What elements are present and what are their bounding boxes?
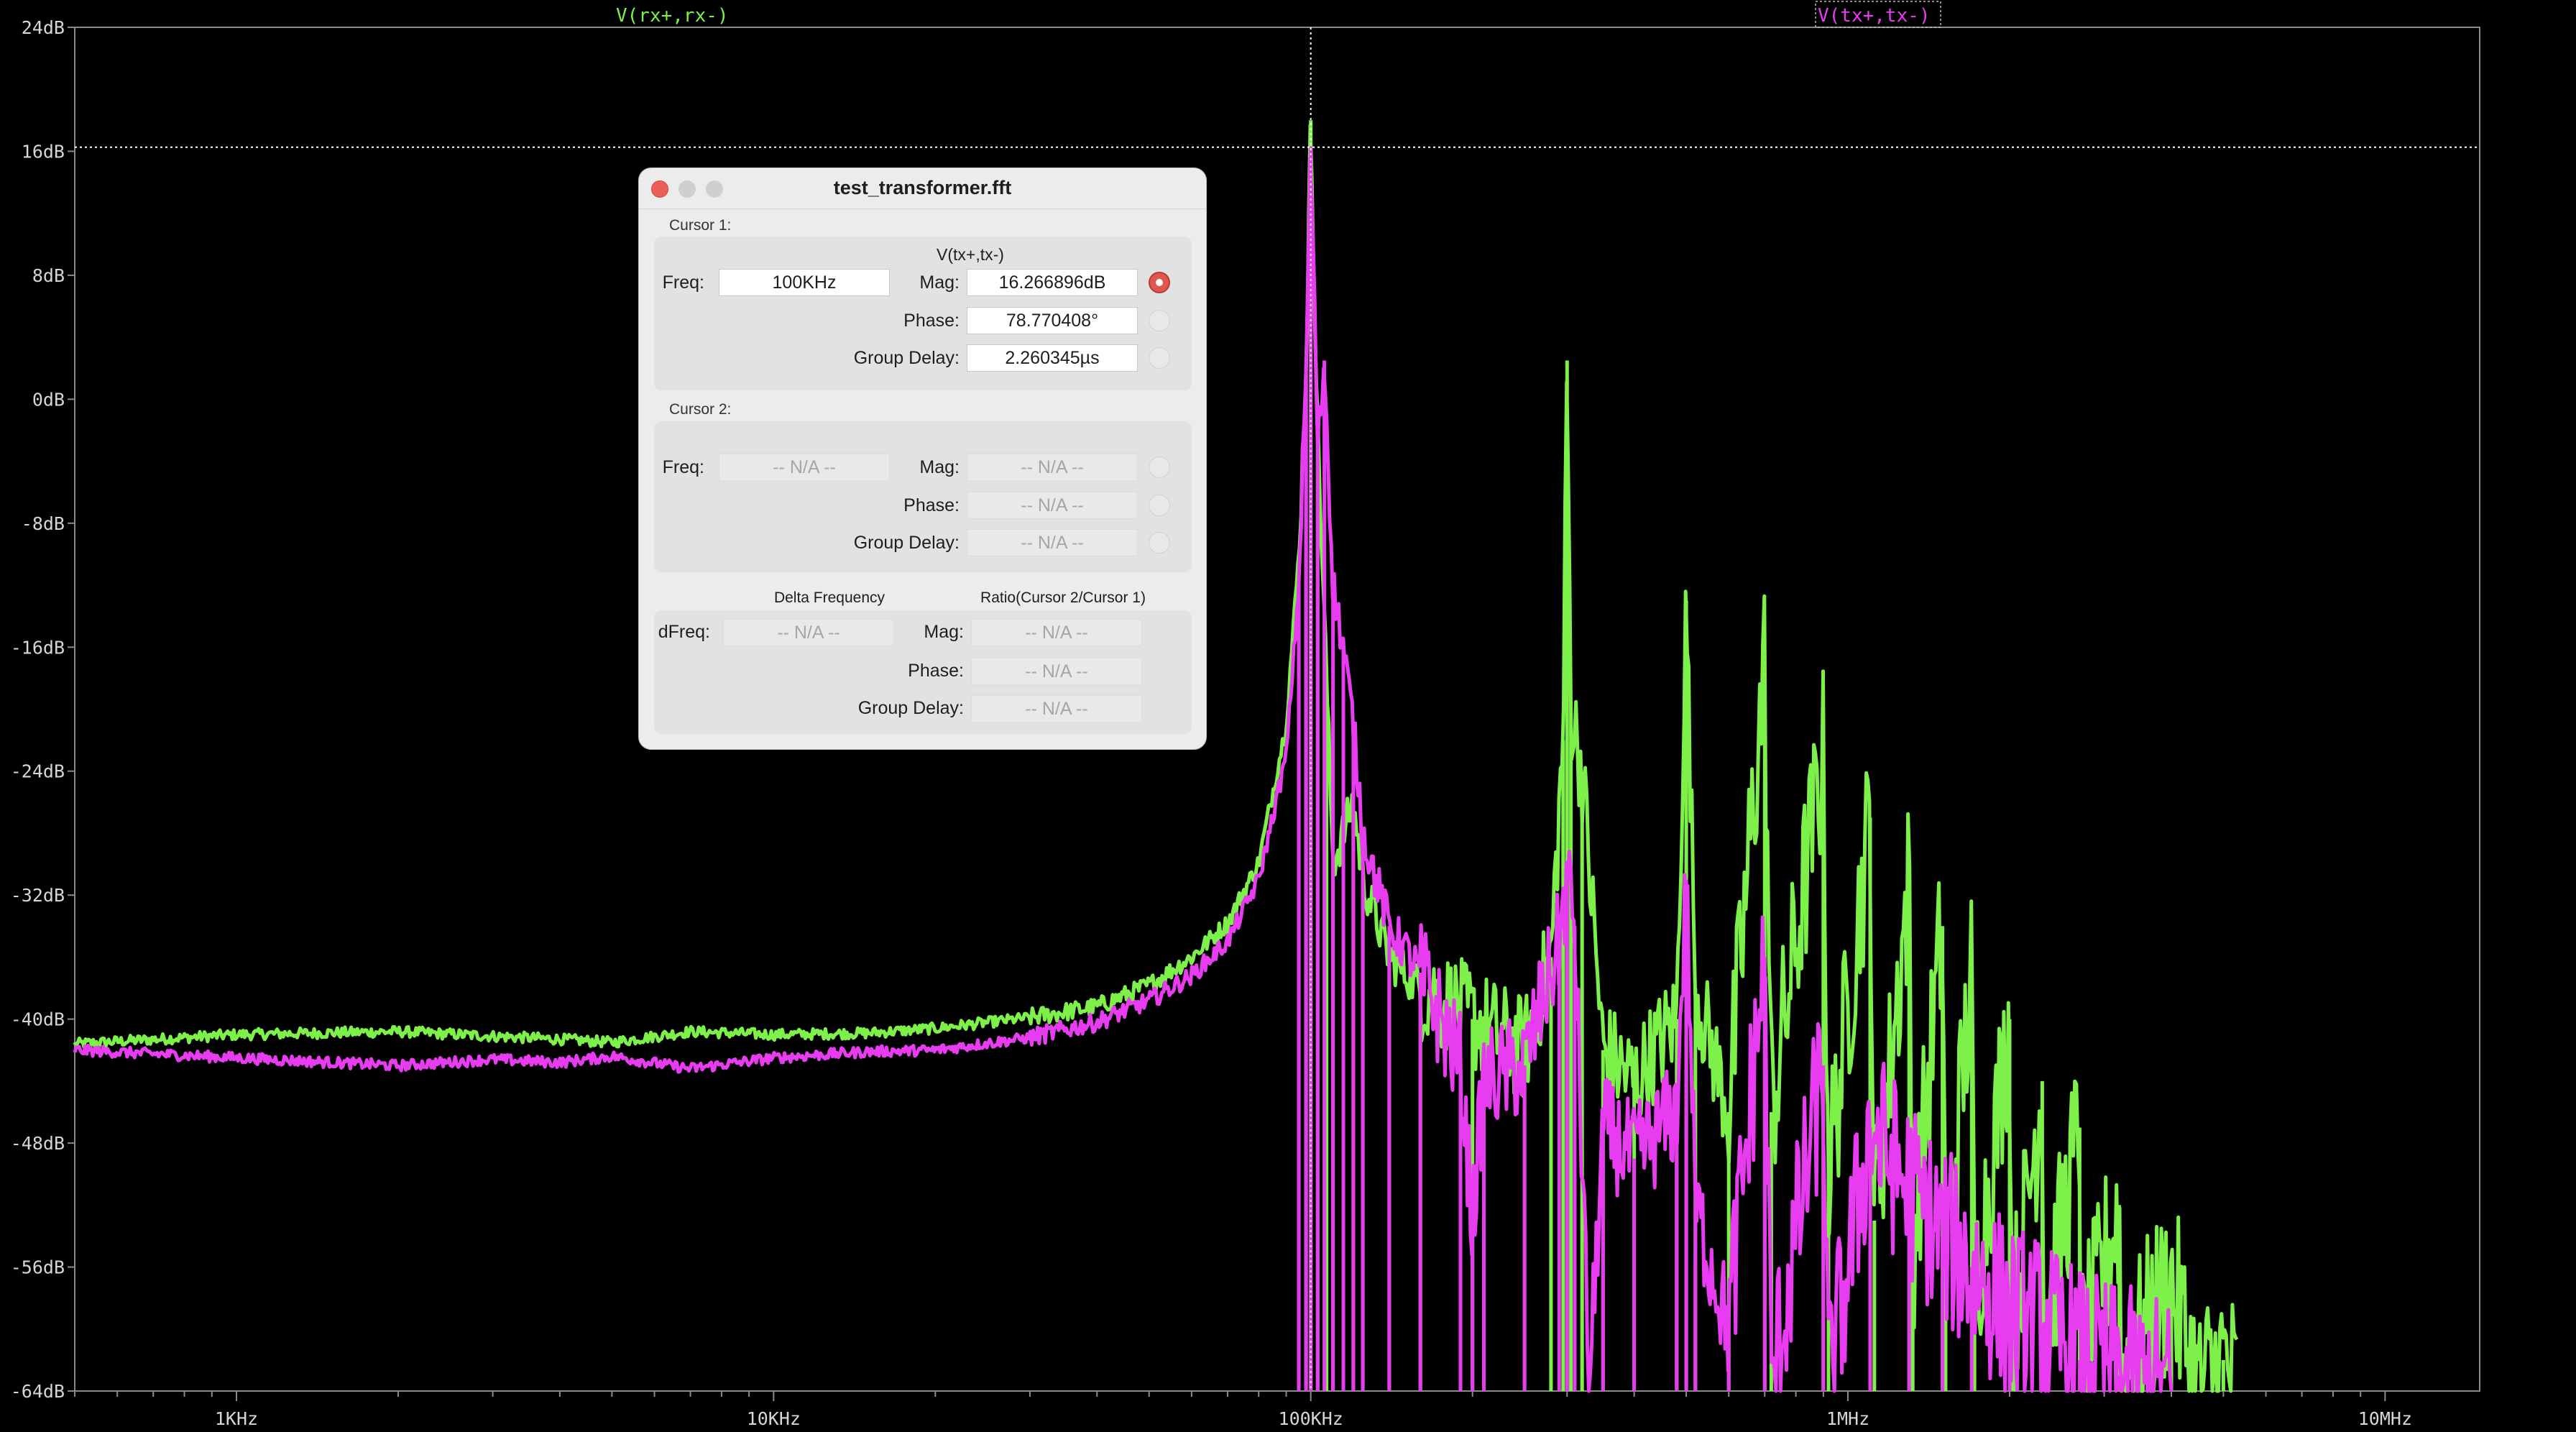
cursor2-group-delay-label: Group Delay: bbox=[853, 533, 960, 553]
x-tick-label: 1KHz bbox=[215, 1408, 258, 1429]
delta-frequency-header: Delta Frequency bbox=[773, 589, 886, 606]
cursor2-group-delay-radio[interactable] bbox=[1149, 532, 1170, 554]
y-tick-label: -8dB bbox=[22, 513, 65, 534]
x-tick-label: 1MHz bbox=[1826, 1408, 1869, 1429]
zoom-button[interactable] bbox=[706, 180, 723, 198]
cursor2-group: Freq: -- N/A -- Mag: -- N/A -- Phase: --… bbox=[654, 421, 1192, 572]
cursor2-mag-radio[interactable] bbox=[1149, 456, 1170, 478]
cursor2-mag-field[interactable]: -- N/A -- bbox=[967, 454, 1138, 481]
cursor2-freq-label: Freq: bbox=[662, 457, 704, 477]
close-button[interactable] bbox=[651, 180, 668, 198]
y-tick-label: -48dB bbox=[11, 1133, 65, 1154]
cursor1-group-delay-radio[interactable] bbox=[1149, 347, 1170, 369]
dialog-title: test_transformer.fft bbox=[833, 177, 1012, 198]
dfreq-field[interactable]: -- N/A -- bbox=[723, 619, 894, 646]
delta-group: dFreq: -- N/A -- Mag: -- N/A -- Phase: -… bbox=[654, 610, 1192, 734]
cursor1-group: V(tx+,tx-) Freq: 100KHz Mag: 16.266896dB… bbox=[654, 237, 1192, 390]
cursor1-phase-radio[interactable] bbox=[1149, 310, 1170, 331]
minimize-button[interactable] bbox=[678, 180, 696, 198]
delta-phase-label: Phase: bbox=[908, 661, 964, 681]
ratio-header: Ratio(Cursor 2/Cursor 1) bbox=[980, 589, 1146, 606]
cursor1-phase-field[interactable]: 78.770408° bbox=[967, 307, 1138, 334]
trace-label-tx[interactable]: V(tx+,tx-) bbox=[1818, 5, 1931, 27]
delta-mag-field[interactable]: -- N/A -- bbox=[971, 619, 1142, 646]
cursor2-mag-label: Mag: bbox=[919, 457, 960, 477]
cursor2-phase-label: Phase: bbox=[903, 495, 960, 515]
cursor2-group-label: Cursor 2: bbox=[669, 401, 732, 418]
y-tick-label: -64dB bbox=[11, 1381, 65, 1402]
trace-label-tx-box bbox=[1815, 1, 1941, 28]
dfreq-label: dFreq: bbox=[658, 622, 710, 642]
trace-label-rx[interactable]: V(rx+,rx-) bbox=[616, 5, 729, 27]
y-tick-label: -24dB bbox=[11, 761, 65, 782]
cursor1-mag-label: Mag: bbox=[919, 272, 960, 293]
dialog-titlebar[interactable]: test_transformer.fft bbox=[639, 168, 1206, 208]
plot-area bbox=[74, 27, 2480, 1392]
cursor2-group-delay-field[interactable]: -- N/A -- bbox=[967, 529, 1138, 556]
y-tick-label: 8dB bbox=[32, 265, 65, 286]
cursor1-mag-radio[interactable] bbox=[1149, 272, 1170, 293]
y-tick-label: -56dB bbox=[11, 1257, 65, 1278]
trace-tx bbox=[73, 147, 2174, 1393]
y-tick-label: 16dB bbox=[22, 141, 65, 162]
cursor1-freq-label: Freq: bbox=[662, 272, 704, 293]
cursor2-phase-field[interactable]: -- N/A -- bbox=[967, 492, 1138, 519]
cursor1-mag-field[interactable]: 16.266896dB bbox=[967, 269, 1138, 296]
cursor2-freq-field[interactable]: -- N/A -- bbox=[719, 454, 890, 481]
delta-group-delay-label: Group Delay: bbox=[857, 698, 964, 718]
y-tick-label: 24dB bbox=[22, 17, 65, 38]
cursor1-group-delay-label: Group Delay: bbox=[853, 348, 960, 368]
y-tick-label: 0dB bbox=[32, 389, 65, 410]
cursor1-freq-field[interactable]: 100KHz bbox=[719, 269, 890, 296]
delta-mag-label: Mag: bbox=[924, 622, 964, 642]
y-tick-label: -40dB bbox=[11, 1009, 65, 1030]
cursor1-trace-name: V(tx+,tx-) bbox=[937, 245, 1004, 264]
x-tick-label: 10KHz bbox=[747, 1408, 801, 1429]
titlebar-divider bbox=[639, 208, 1206, 209]
y-tick-label: -32dB bbox=[11, 885, 65, 906]
cursor1-group-delay-field[interactable]: 2.260345µs bbox=[967, 344, 1138, 372]
cursor1-phase-label: Phase: bbox=[903, 311, 960, 331]
delta-phase-field[interactable]: -- N/A -- bbox=[971, 658, 1142, 685]
cursor2-phase-radio[interactable] bbox=[1149, 495, 1170, 516]
cursor-dialog[interactable]: test_transformer.fft Cursor 1: V(tx+,tx-… bbox=[638, 167, 1207, 750]
delta-group-delay-field[interactable]: -- N/A -- bbox=[971, 695, 1142, 722]
y-tick-label: -16dB bbox=[11, 637, 65, 658]
x-tick-label: 10MHz bbox=[2358, 1408, 2412, 1429]
x-tick-label: 100KHz bbox=[1279, 1408, 1343, 1429]
cursor1-group-label: Cursor 1: bbox=[669, 217, 732, 234]
